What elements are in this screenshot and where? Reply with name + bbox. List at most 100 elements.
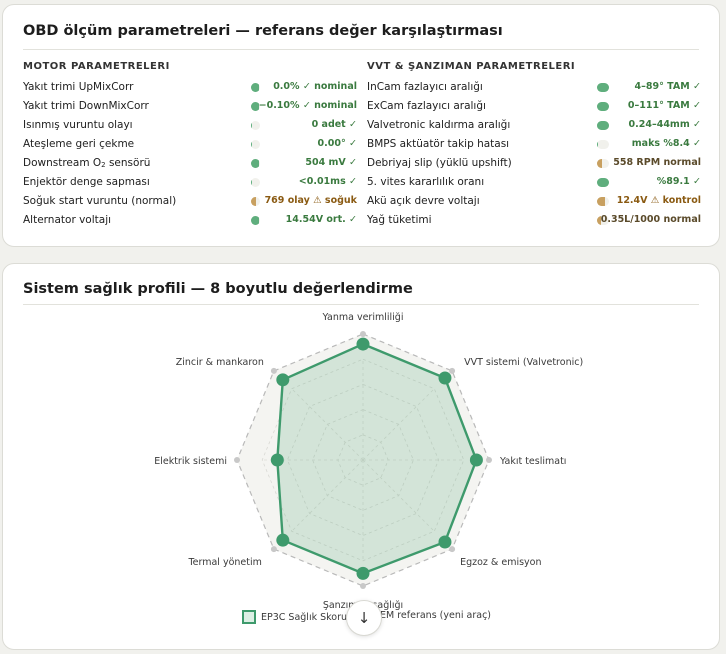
- vvt-row-label: Yağ tüketimi: [367, 214, 432, 226]
- vvt-row-value: 0.35L/1000 normal: [600, 214, 701, 225]
- motor-row-label: Yakıt trimi UpMixCorr: [23, 81, 134, 93]
- motor-row: Enjektör denge sapması <0.01ms ✓: [23, 173, 357, 192]
- obd-card-title: OBD ölçüm parametreleri — referans değer…: [23, 23, 503, 39]
- motor-row-indicator-fill: [251, 216, 260, 225]
- vvt-row-indicator-fill: [597, 178, 609, 187]
- motor-row-indicator: [251, 216, 260, 225]
- legend-oem-label: EM referans (yeni araç): [380, 610, 491, 621]
- vvt-row-indicator: [597, 102, 609, 111]
- radar-axis-label: Egzoz & emisyon: [460, 557, 541, 568]
- motor-parameters-column: MOTOR PARAMETRELERI Yakıt trimi UpMixCor…: [23, 61, 357, 230]
- oem-reference-point: [270, 546, 277, 553]
- system-health-card: Sistem sağlık profili — 8 boyutlu değerl…: [2, 263, 720, 650]
- vvt-row-indicator-fill: [597, 197, 606, 206]
- motor-row-indicator: [251, 83, 260, 92]
- motor-row-label: Enjektör denge sapması: [23, 176, 150, 188]
- vvt-row-indicator: [597, 159, 609, 168]
- motor-row: Alternator voltajı 14.54V ort. ✓: [23, 211, 357, 230]
- oem-reference-point: [486, 457, 492, 463]
- motor-row-label: Isınmış vuruntu olayı: [23, 119, 133, 131]
- radar-axis-label: Termal yönetim: [187, 557, 261, 568]
- vvt-row: InCam fazlayıcı aralığı 4–89° TAM ✓: [367, 78, 701, 97]
- oem-reference-point: [360, 583, 366, 589]
- motor-row: Ateşleme geri çekme 0.00° ✓: [23, 135, 357, 154]
- oem-reference-point: [360, 331, 366, 337]
- motor-row-label: Ateşleme geri çekme: [23, 138, 135, 150]
- vvt-row: 5. vites kararlılık oranı %89.1 ✓: [367, 173, 701, 192]
- radar-axis-label: Yakıt teslimatı: [499, 456, 566, 467]
- vvt-row-value: 12.4V ⚠ kontrol: [616, 195, 701, 206]
- vvt-transmission-parameters-column: VVT & ŞANZIMAN PARAMETRELERI InCam fazla…: [367, 61, 701, 230]
- legend-oem[interactable]: EM referans (yeni araç): [380, 610, 491, 621]
- vvt-row-indicator-fill: [597, 102, 609, 111]
- motor-row-indicator: [251, 178, 260, 187]
- obd-card-divider: [23, 49, 699, 50]
- vvt-row-indicator-fill: [597, 83, 609, 92]
- motor-row-indicator: [251, 140, 260, 149]
- vvt-row-indicator-fill: [597, 216, 601, 225]
- health-radar-chart: Yanma verimliliği VVT sistemi (Valvetroni…: [154, 312, 583, 611]
- vvt-row-value: 0–111° TAM ✓: [627, 100, 701, 111]
- oem-reference-point: [449, 367, 456, 374]
- motor-row-value: 0 adet ✓: [311, 119, 357, 130]
- ep3c-score-point: [276, 533, 290, 547]
- vvt-row: ExCam fazlayıcı aralığı 0–111° TAM ✓: [367, 97, 701, 116]
- motor-parameters-heading: MOTOR PARAMETRELERI: [23, 61, 170, 72]
- motor-row: Yakıt trimi DownMixCorr −0.10% ✓ nominal: [23, 97, 357, 116]
- radar-grid-ring: [337, 434, 389, 486]
- motor-row-indicator-fill: [251, 83, 260, 92]
- vvt-row-indicator-fill: [597, 121, 609, 130]
- obd-parameters-card: OBD ölçüm parametreleri — referans değer…: [2, 4, 720, 247]
- vvt-row-indicator: [597, 83, 609, 92]
- motor-row-value: 769 olay ⚠ soğuk: [264, 195, 357, 206]
- radar-axis-label: VVT sistemi (Valvetronic): [464, 357, 583, 368]
- motor-row-indicator-fill: [251, 102, 260, 111]
- ep3c-score-point: [276, 373, 290, 387]
- vvt-row-value: 0.24–44mm ✓: [628, 119, 701, 130]
- motor-row-value: 0.00° ✓: [317, 138, 357, 149]
- legend-ep3c-swatch: [242, 610, 256, 624]
- motor-row-value: 504 mV ✓: [305, 157, 357, 168]
- vvt-row-label: InCam fazlayıcı aralığı: [367, 81, 483, 93]
- vvt-row-value: maks %8.4 ✓: [631, 138, 701, 149]
- motor-row-label: Yakıt trimi DownMixCorr: [23, 100, 149, 112]
- health-card-divider: [23, 304, 699, 305]
- arrow-down-icon: ↓: [357, 609, 371, 627]
- legend-ep3c-label: EP3C Sağlık Skoru: [261, 611, 348, 623]
- motor-row-label: Alternator voltajı: [23, 214, 112, 226]
- motor-row-label: Soğuk start vuruntu (normal): [23, 195, 177, 207]
- vvt-row-indicator: [597, 121, 609, 130]
- motor-row-value: −0.10% ✓ nominal: [258, 100, 357, 111]
- vvt-row: BMPS aktüatör takip hatası maks %8.4 ✓: [367, 135, 701, 154]
- motor-row-value: 0.0% ✓ nominal: [273, 81, 357, 92]
- ep3c-score-point: [356, 337, 370, 351]
- vvt-row-label: BMPS aktüatör takip hatası: [367, 138, 510, 150]
- ep3c-score-point: [356, 566, 370, 580]
- vvt-row: Yağ tüketimi 0.35L/1000 normal: [367, 211, 701, 230]
- vvt-row-indicator: [597, 197, 609, 206]
- motor-row-indicator-fill: [251, 197, 256, 206]
- vvt-row-value: 4–89° TAM ✓: [634, 81, 701, 92]
- vvt-row-indicator: [597, 140, 609, 149]
- scroll-down-button[interactable]: ↓: [346, 600, 382, 636]
- vvt-row-label: Debriyaj slip (yüklü upshift): [367, 157, 512, 169]
- radar-axis-label: Zincir & mankaron: [176, 357, 264, 368]
- motor-row: Yakıt trimi UpMixCorr 0.0% ✓ nominal: [23, 78, 357, 97]
- motor-row-indicator: [251, 197, 260, 206]
- vvt-row-label: 5. vites kararlılık oranı: [367, 176, 485, 188]
- legend-ep3c[interactable]: EP3C Sağlık Skoru: [242, 610, 347, 624]
- radar-axis-label: Yanma verimliliği: [322, 312, 404, 323]
- motor-row-indicator-fill: [251, 159, 260, 168]
- oem-reference-point: [449, 546, 456, 553]
- radar-spoke: [362, 388, 435, 461]
- radar-grid-ring: [261, 358, 465, 562]
- radar-spoke: [291, 388, 364, 461]
- motor-row-indicator: [251, 121, 260, 130]
- vvt-row-value: 558 RPM normal: [613, 157, 701, 168]
- ep3c-score-point: [438, 371, 452, 385]
- vvt-row-indicator-fill: [597, 159, 603, 168]
- motor-row-indicator: [251, 102, 260, 111]
- radar-grid-ring: [286, 383, 440, 537]
- vvt-row-value: %89.1 ✓: [656, 176, 701, 187]
- vvt-row: Debriyaj slip (yüklü upshift) 558 RPM nor…: [367, 154, 701, 173]
